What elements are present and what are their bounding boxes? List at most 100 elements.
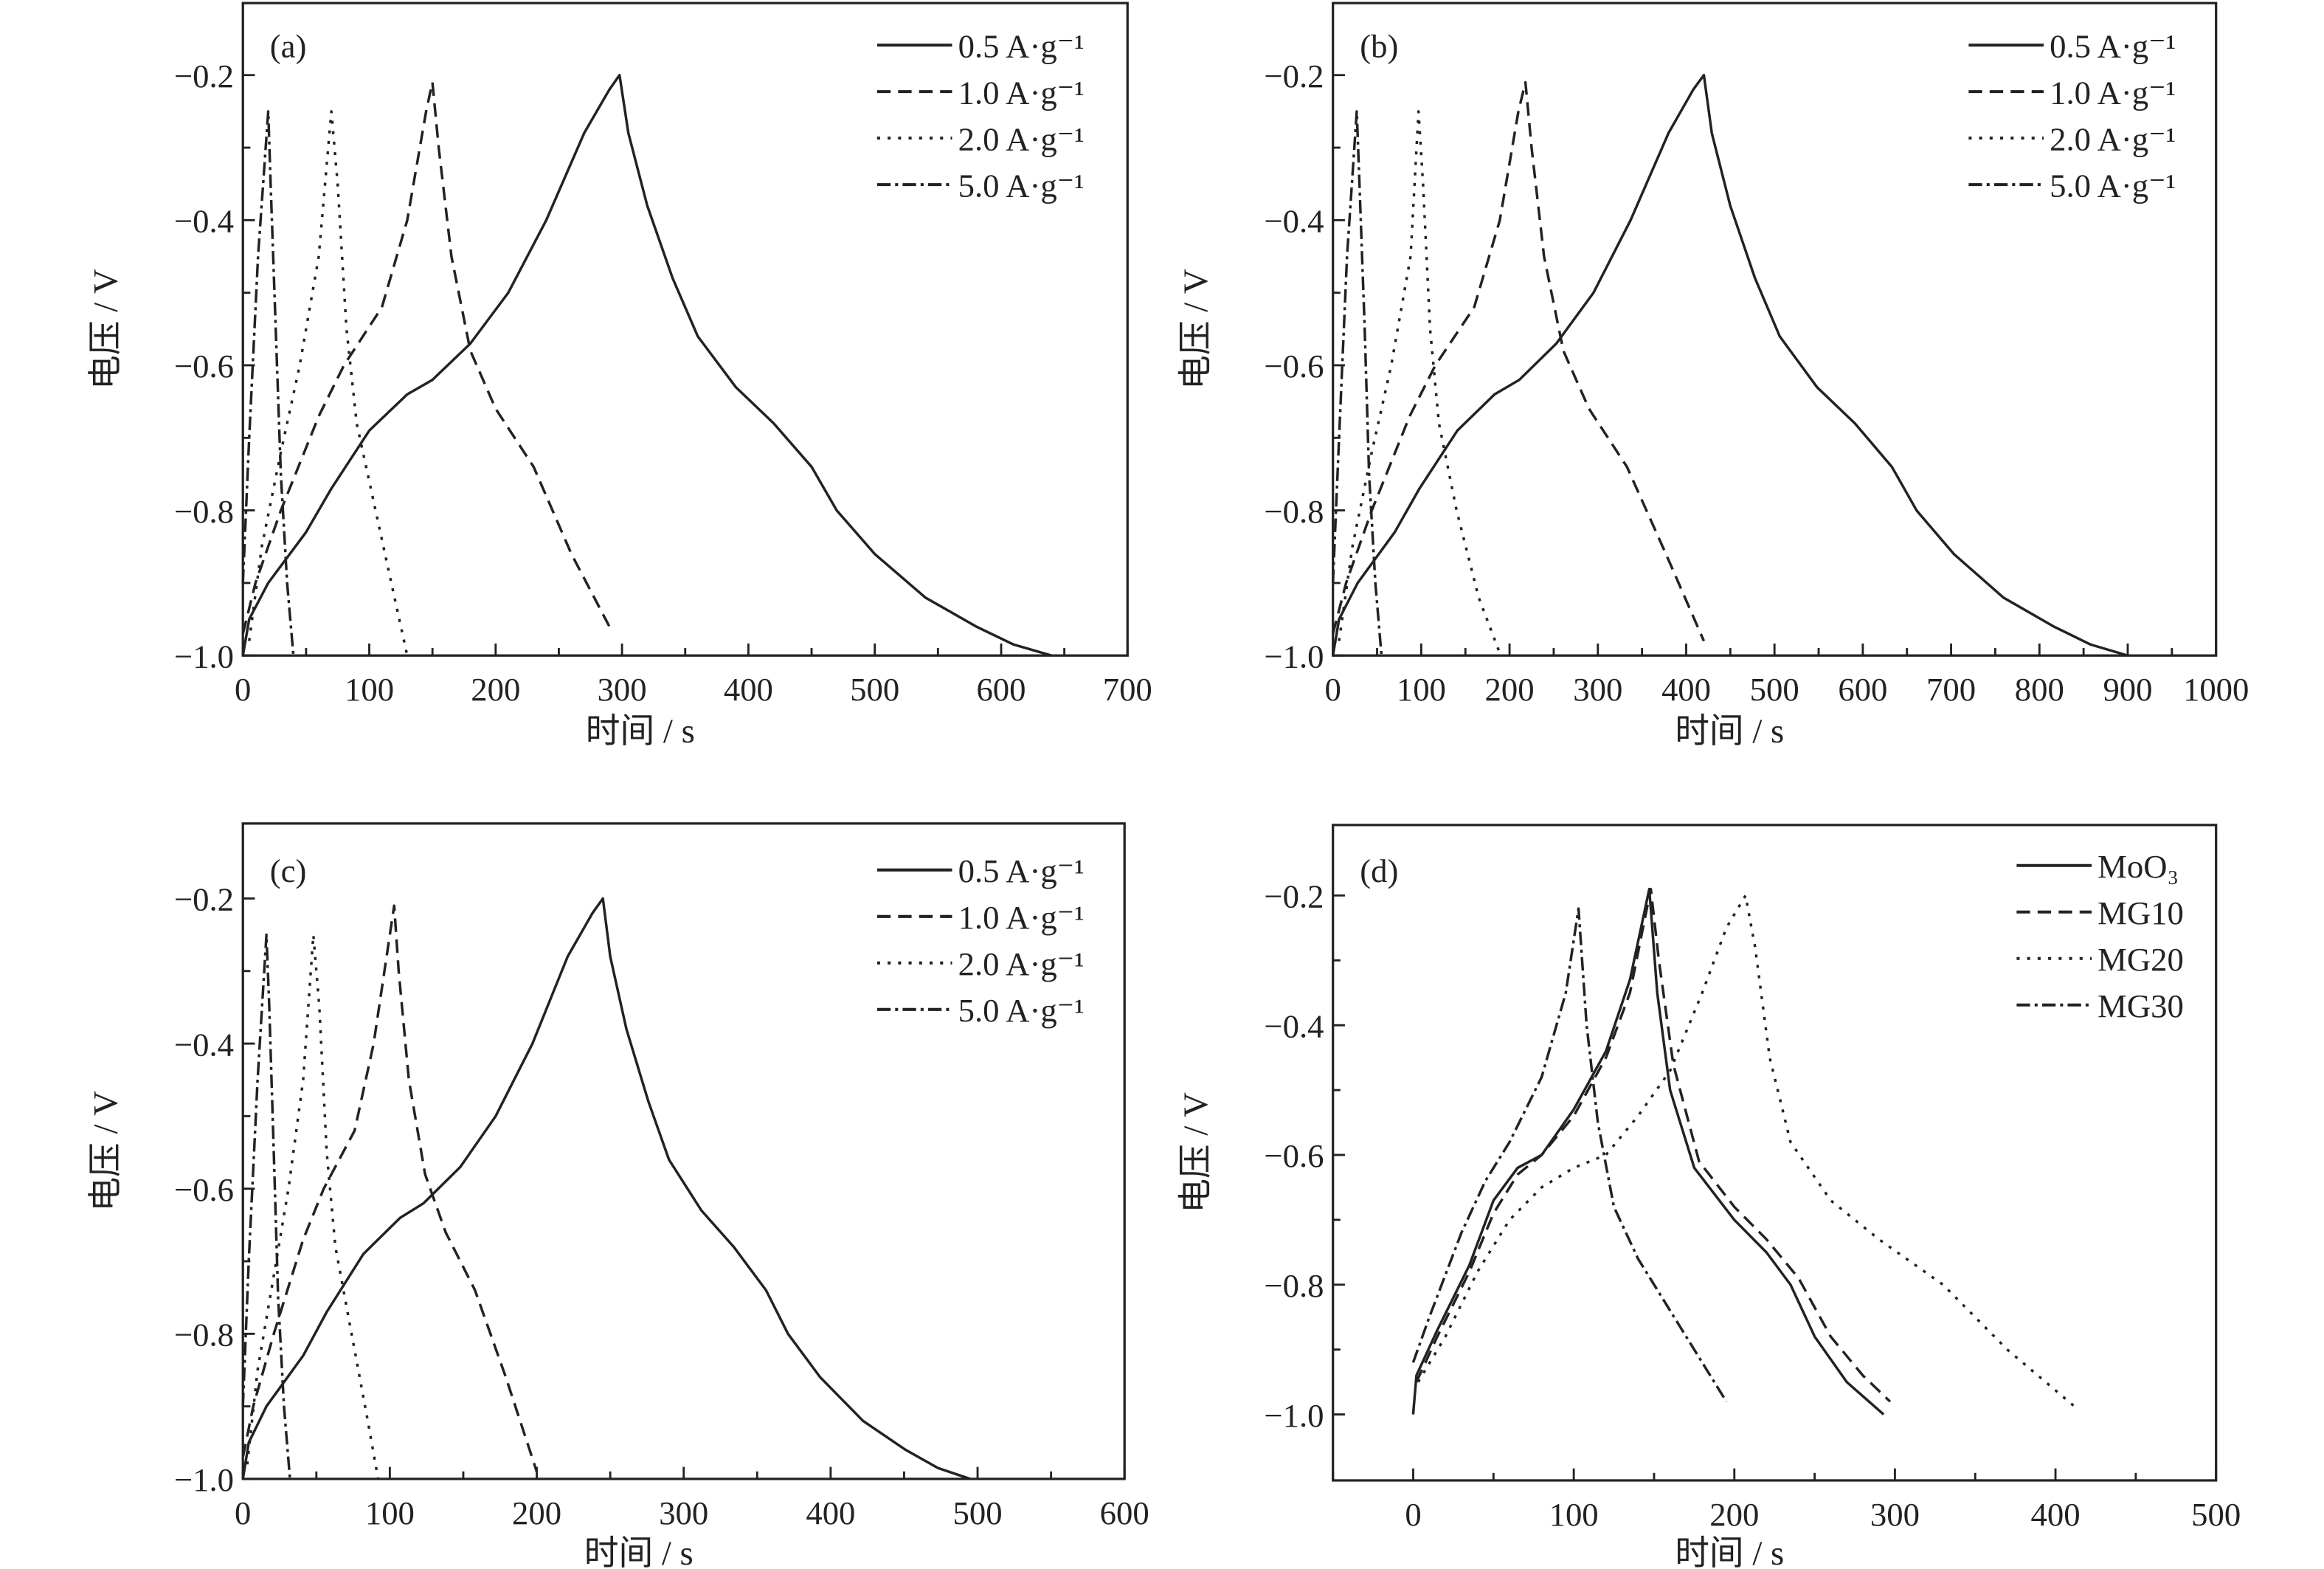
x-axis-title: 时间 / s [1675, 712, 1784, 751]
y-tick-label: −0.8 [174, 493, 234, 530]
series-line-1 [241, 74, 1052, 657]
y-tick-label: −0.2 [174, 58, 234, 94]
series-line-1 [241, 897, 971, 1480]
series-line-2 [1415, 887, 1892, 1403]
legend-label: 0.5 A·g⁻¹ [2050, 27, 2176, 64]
x-tick-label: 100 [1397, 671, 1446, 708]
x-tick-label: 100 [345, 671, 394, 708]
y-tick-label: −0.8 [1264, 1267, 1324, 1304]
series-line-4 [1411, 907, 1728, 1402]
x-tick-label: 600 [1838, 671, 1887, 708]
panel-d: 0 100 200 300 400 500 −1.0 −0.8 −0.6 −0.4 −0.2 电压 /… [1177, 824, 2241, 1569]
series-line-3 [248, 110, 409, 656]
series-line-2 [241, 80, 611, 635]
series-line-4 [241, 933, 291, 1480]
plot-frame [1332, 824, 2218, 1482]
x-tick-label: 700 [1926, 671, 1976, 708]
x-tick-label: 400 [806, 1494, 855, 1531]
x-tick-label: 0 [235, 1494, 251, 1531]
y-tick-label: −1.0 [174, 1461, 234, 1498]
panel-label: (a) [270, 27, 307, 64]
series-line-2 [241, 904, 539, 1472]
y-tick-label: −0.2 [1264, 58, 1324, 94]
x-tick-label: 600 [1100, 1494, 1149, 1531]
series-line-3 [1417, 894, 2078, 1410]
x-tick-label: 0 [1405, 1496, 1421, 1533]
x-tick-label: 100 [365, 1494, 415, 1531]
x-tick-label: 200 [1709, 1496, 1759, 1533]
x-axis-title: 时间 / s [584, 1534, 694, 1569]
y-tick-label: −0.4 [1264, 203, 1324, 240]
y-tick-label: −1.0 [1264, 638, 1324, 675]
y-tick-label: −0.2 [174, 881, 234, 918]
x-tick-label: 900 [2103, 671, 2152, 708]
legend-label: 5.0 A·g⁻¹ [958, 167, 1085, 204]
legend-label: 0.5 A·g⁻¹ [958, 27, 1085, 64]
legend-label: 1.0 A·g⁻¹ [2050, 74, 2176, 111]
y-tick-label: −0.4 [174, 1026, 234, 1063]
x-tick-label: 0 [1325, 671, 1341, 708]
legend-label: 5.0 A·g⁻¹ [958, 992, 1085, 1029]
y-tick-label: −0.6 [1264, 1137, 1324, 1174]
x-tick-label: 1000 [2183, 671, 2249, 708]
x-axis-title: 时间 / s [586, 712, 695, 751]
series-line-4 [241, 110, 295, 656]
panel-label: (b) [1360, 27, 1398, 64]
x-tick-label: 200 [471, 671, 520, 708]
legend-label: 2.0 A·g⁻¹ [958, 945, 1085, 982]
x-axis-title: 时间 / s [1675, 1534, 1784, 1569]
y-tick-label: −0.6 [174, 348, 234, 385]
x-tick-label: 400 [2031, 1496, 2081, 1533]
x-tick-label: 500 [1750, 671, 1799, 708]
x-tick-label: 300 [598, 671, 647, 708]
x-tick-label: 700 [1103, 671, 1152, 708]
x-tick-label: 200 [512, 1494, 561, 1531]
legend-label: MG10 [2098, 894, 2184, 931]
y-tick-label: −0.8 [1264, 493, 1324, 530]
x-tick-label: 500 [850, 671, 899, 708]
x-tick-label: 200 [1485, 671, 1535, 708]
legend-label: 0.5 A·g⁻¹ [958, 852, 1085, 889]
series-line-1 [1411, 887, 1885, 1415]
y-tick-label: −1.0 [1264, 1397, 1324, 1434]
y-axis-title: 电压 / V [1177, 1092, 1215, 1213]
x-tick-label: 400 [724, 671, 773, 708]
y-axis-title: 电压 / V [87, 269, 125, 390]
x-tick-label: 500 [2191, 1496, 2241, 1533]
x-tick-label: 100 [1549, 1496, 1599, 1533]
x-tick-label: 800 [2015, 671, 2064, 708]
y-tick-label: −0.4 [1264, 1007, 1324, 1044]
legend-label: MG20 [2098, 941, 2184, 978]
series-line-3 [246, 933, 380, 1480]
panel-a: 0 100 200 300 400 500 600 700 −1.0 −0.8 −0.6 −0.4 −0… [87, 1, 1152, 751]
x-tick-label: 600 [976, 671, 1026, 708]
x-tick-label: 500 [953, 1494, 1003, 1531]
series-line-2 [1332, 80, 1706, 642]
y-axis-title: 电压 / V [87, 1091, 125, 1212]
y-tick-label: −0.6 [174, 1171, 234, 1208]
x-tick-label: 300 [1870, 1496, 1920, 1533]
legend-label: 1.0 A·g⁻¹ [958, 899, 1085, 936]
y-tick-label: −1.0 [174, 638, 234, 675]
y-tick-label: −0.4 [174, 203, 234, 240]
panel-b: 0 100 200 300 400 500 600 700 800 900 1000 −1.0 −0.8… [1177, 1, 2249, 751]
panel-label: (d) [1360, 852, 1398, 889]
y-tick-label: −0.8 [174, 1317, 234, 1354]
series-line-4 [1331, 110, 1383, 656]
legend-label: 5.0 A·g⁻¹ [2050, 167, 2176, 204]
legend-label: MG30 [2098, 987, 2184, 1024]
legend-label: MoO₃ [2098, 848, 2179, 885]
x-tick-label: 400 [1661, 671, 1711, 708]
x-tick-label: 0 [235, 671, 251, 708]
y-axis-title: 电压 / V [1177, 269, 1215, 390]
legend-label: 1.0 A·g⁻¹ [958, 74, 1085, 111]
y-tick-label: −0.6 [1264, 348, 1324, 385]
series-line-1 [1331, 74, 2128, 657]
x-tick-label: 300 [1573, 671, 1622, 708]
x-tick-label: 300 [659, 1494, 708, 1531]
legend-label: 2.0 A·g⁻¹ [958, 120, 1085, 157]
panel-c: 0 100 200 300 400 500 600 −1.0 −0.8 −0.6 −0.4 −0.2 电… [87, 822, 1149, 1569]
panel-label: (c) [270, 852, 307, 889]
legend-label: 2.0 A·g⁻¹ [2050, 120, 2176, 157]
